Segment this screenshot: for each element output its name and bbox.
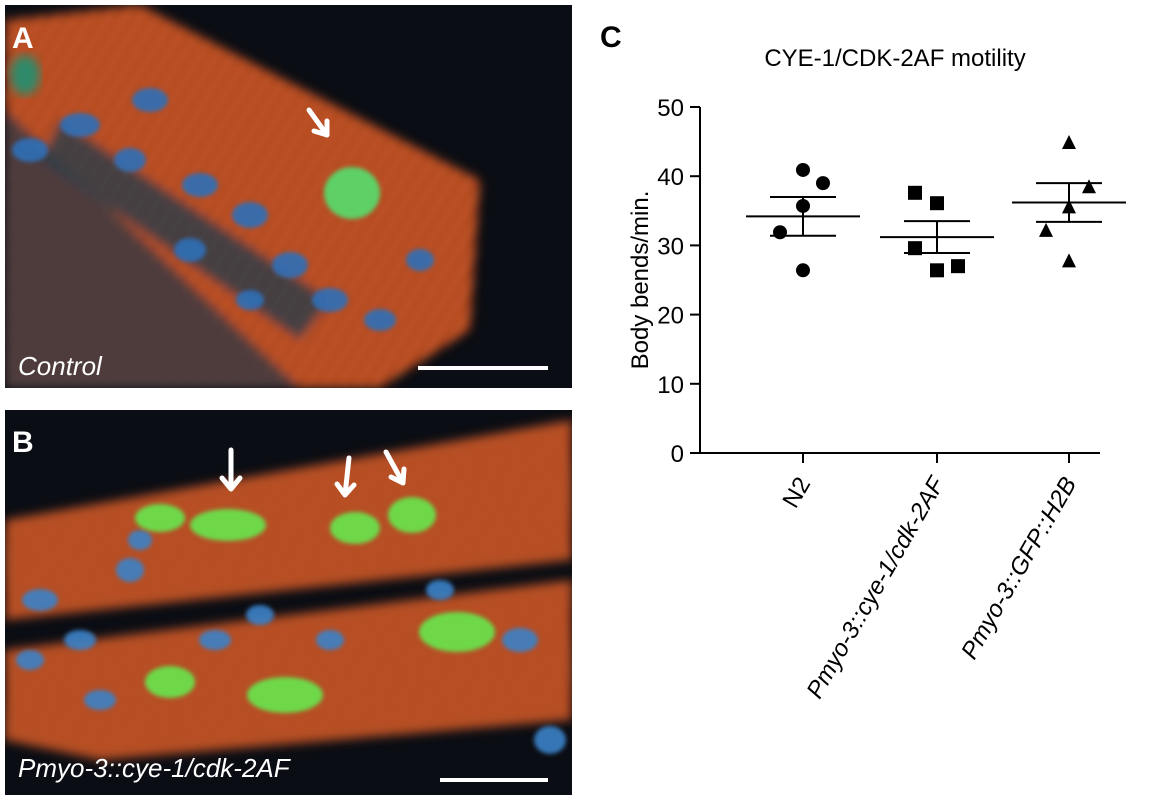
panel-letter: C: [600, 21, 622, 54]
data-point: [1082, 179, 1096, 194]
data-point: [951, 259, 965, 274]
error-bar: [770, 195, 836, 237]
y-tick-label: 30: [657, 233, 684, 260]
error-bar: [904, 220, 970, 255]
micrograph-a: [5, 5, 572, 388]
data-point: [930, 263, 944, 278]
y-axis-label: Body bends/min.: [627, 191, 654, 370]
micrograph-b: [5, 410, 572, 795]
y-tick-label: 10: [657, 372, 684, 399]
data-point: [796, 263, 810, 278]
panel-letter: A: [12, 22, 34, 55]
y-tick-label: 0: [671, 441, 684, 468]
data-point: [796, 162, 810, 177]
data-point: [908, 241, 922, 256]
y-tick-label: 50: [657, 95, 684, 122]
x-tick-label: Pmyo-3::GFP::H2B: [956, 473, 1082, 664]
x-tick-label: N2: [777, 473, 816, 513]
error-bar: [1036, 182, 1102, 223]
panel-caption: Control: [18, 351, 103, 381]
data-point: [1062, 253, 1076, 268]
y-tick-label: 20: [657, 303, 684, 330]
panel-caption: Pmyo-3::cye-1/cdk-2AF: [18, 753, 292, 783]
panel-letter: B: [12, 426, 34, 459]
data-point: [1039, 222, 1053, 237]
data-point: [773, 225, 787, 240]
data-point: [816, 176, 830, 191]
chart-title: CYE-1/CDK-2AF motility: [764, 45, 1025, 72]
x-tick-label: Pmyo-3::cye-1/cdk-2AF: [801, 471, 950, 703]
y-tick-label: 40: [657, 164, 684, 191]
data-point: [930, 196, 944, 211]
data-point: [1062, 134, 1076, 149]
data-point: [908, 185, 922, 200]
